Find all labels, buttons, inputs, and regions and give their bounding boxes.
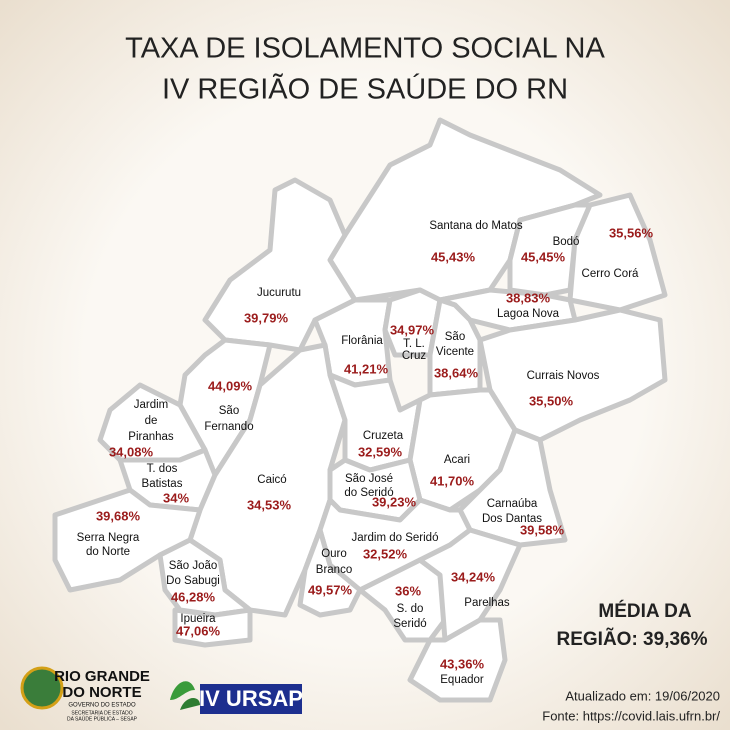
region-value: 46,28% [171, 589, 216, 604]
region-value: 34% [163, 490, 189, 505]
region-value: 35,56% [609, 225, 654, 240]
region-name: Dos Dantas [482, 513, 542, 525]
region-value: 34,24% [451, 569, 496, 584]
logo-text: GOVERNO DO ESTADO [68, 703, 136, 709]
region-value: 35,50% [529, 393, 574, 408]
region-name: Vicente [436, 346, 474, 358]
region-value: 45,43% [431, 249, 476, 264]
region-name: São [219, 405, 239, 417]
region-name: São [445, 331, 465, 343]
region-value: 36% [395, 583, 421, 598]
region-name: Santana do Matos [429, 220, 523, 232]
region-name: Florânia [341, 335, 383, 347]
region-name: Cruz [402, 350, 427, 362]
region-name: Batistas [142, 478, 183, 490]
region-value: 39,79% [244, 310, 289, 325]
region-name: do Seridó [344, 487, 393, 499]
region-value: 32,59% [358, 444, 403, 459]
region-name: Cruzeta [363, 430, 404, 442]
state-logo: RIO GRANDE DO NORTE GOVERNO DO ESTADO SE… [20, 666, 150, 722]
region-name: Currais Novos [527, 370, 600, 382]
region-name: de [145, 415, 158, 427]
region-name: Caicó [257, 474, 286, 486]
region-name: Parelhas [464, 597, 510, 609]
logo-text: DO NORTE [62, 684, 141, 701]
region-name: Bodó [553, 236, 580, 248]
region-name: São João [169, 560, 218, 572]
region-name: Serra Negra [77, 532, 140, 544]
region-name: Jardim do Seridó [352, 532, 439, 544]
region-value: 43,36% [440, 656, 485, 671]
updated: Atualizado em: 19/06/2020 [565, 688, 720, 703]
region-value: 39,58% [520, 522, 565, 537]
region-value: 49,57% [308, 582, 353, 597]
region-name: Jardim [134, 399, 169, 411]
region-value: 34,08% [109, 444, 154, 459]
source: Fonte: https://covid.lais.ufrn.br/ [542, 708, 720, 723]
region-name: Do Sabugi [166, 575, 220, 587]
region-name: São José [345, 473, 393, 485]
region-name: Lagoa Nova [497, 308, 560, 320]
average: REGIÃO: 39,36% [557, 628, 708, 650]
region-value: 38,64% [434, 365, 479, 380]
region-name: Jucurutu [257, 287, 301, 299]
region-name: S. do [397, 603, 424, 615]
region-value: 34,97% [390, 322, 435, 337]
region-name: Ouro [321, 548, 347, 560]
region-name: do Norte [86, 546, 130, 558]
region-name: Fernando [204, 421, 253, 433]
region-name: Cerro Corá [582, 268, 639, 280]
region-value: 41,70% [430, 473, 475, 488]
region-name: Piranhas [128, 431, 174, 443]
logo-text: IV URSAP [199, 686, 303, 711]
region-value: 34,53% [247, 497, 292, 512]
region-name: T. L. [403, 338, 425, 350]
region-value: 39,23% [372, 494, 417, 509]
region-value: 47,06% [176, 623, 221, 638]
logo-text: SECRETARIA DE ESTADO [71, 710, 132, 716]
region-name: T. dos [147, 463, 178, 475]
title: TAXA DE ISOLAMENTO SOCIAL NA [125, 33, 605, 65]
logo-text: DA SAÚDE PÚBLICA – SESAP [67, 715, 138, 722]
region-name: Carnaúba [487, 498, 538, 510]
logo-text: RIO GRANDE [54, 668, 150, 685]
region-name: Seridó [393, 618, 426, 630]
region-value: 32,52% [363, 546, 408, 561]
region-name: Branco [316, 564, 352, 576]
region-value: 45,45% [521, 249, 566, 264]
ursap-logo: IV URSAP [170, 681, 303, 714]
region-value: 44,09% [208, 378, 253, 393]
map-shapes [52, 117, 668, 703]
region-name: Acari [444, 454, 470, 466]
title: IV REGIÃO DE SAÚDE DO RN [162, 72, 568, 106]
average: MÉDIA DA [598, 600, 692, 622]
region-name: Ipueira [180, 613, 216, 625]
region-name: Equador [440, 674, 484, 686]
region-value: 38,83% [506, 290, 551, 305]
region-value: 39,68% [96, 508, 141, 523]
region-value: 41,21% [344, 361, 389, 376]
